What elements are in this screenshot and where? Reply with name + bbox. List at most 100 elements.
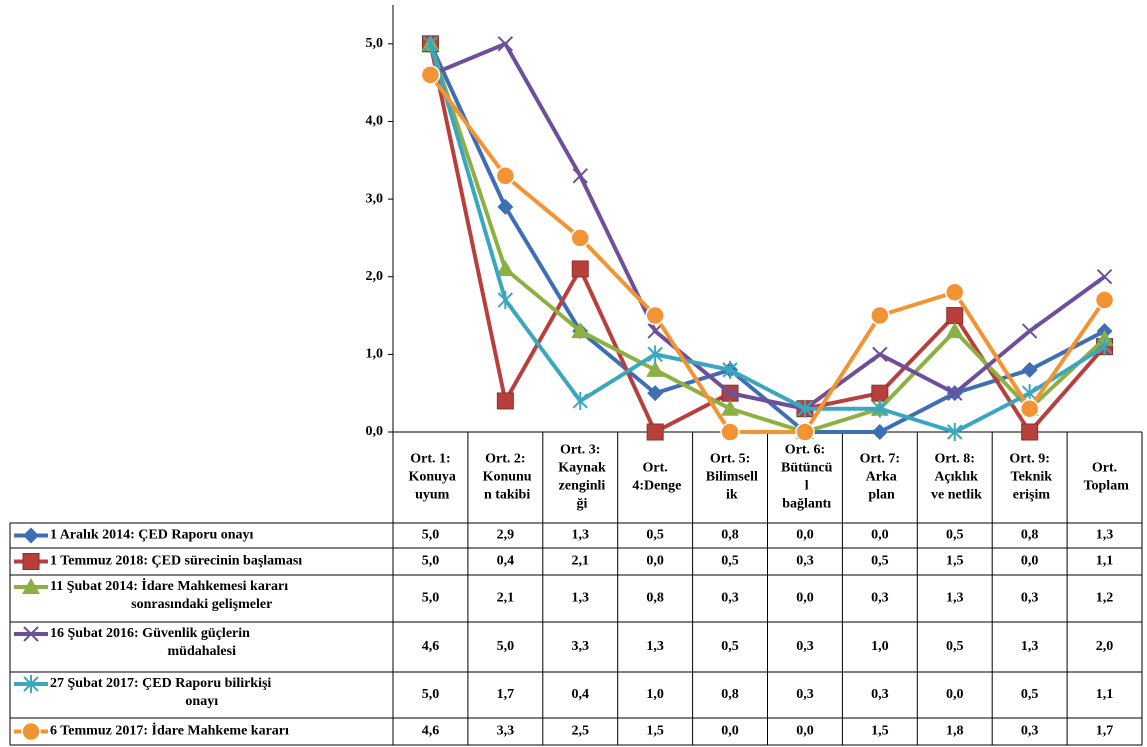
table-value: 0,5 (946, 639, 964, 654)
marker (23, 626, 39, 642)
table-value: 0,3 (796, 687, 814, 702)
legend-label: 16 Şubat 2016: Güvenlik güçlerin müdahal… (50, 626, 250, 659)
marker (570, 228, 590, 248)
table-value: 0,3 (871, 591, 889, 606)
y-tick-label: 0,0 (366, 424, 384, 439)
series-line (429, 41, 1106, 411)
marker (497, 36, 514, 52)
marker (872, 399, 888, 418)
category-label: Ort. 9: Teknik erişim (1007, 452, 1052, 503)
table-value: 0,5 (946, 528, 964, 543)
category-label: Ort. 7: Arka plan (860, 452, 900, 503)
table-value: 0,8 (721, 528, 739, 543)
legend-label: 11 Şubat 2014: İdare Mahkemesi kararı so… (50, 577, 288, 612)
table-value: 1,3 (572, 528, 590, 543)
marker (722, 385, 738, 401)
table-value: 4,6 (422, 724, 440, 739)
series (422, 34, 1113, 441)
category-label: Ort. 2: Konunu n takibi (479, 452, 532, 503)
table-value: 1,3 (572, 591, 590, 606)
table-value: 0,5 (1021, 687, 1039, 702)
y-tick-label: 1,0 (366, 347, 384, 362)
table-value: 0,0 (871, 528, 889, 543)
table-value: 0,0 (646, 554, 664, 569)
legend-label: 27 Şubat 2017: ÇED Raporu bilirkişi onay… (50, 676, 271, 709)
marker (572, 391, 588, 410)
category-label: Ort. 1: Konuya uyum (405, 452, 456, 503)
table-value: 3,3 (497, 724, 515, 739)
table-value: 0,0 (946, 687, 964, 702)
table-value: 0,0 (796, 528, 814, 543)
marker (647, 385, 664, 402)
table-value: 0,5 (721, 639, 739, 654)
table-value: 2,1 (572, 554, 590, 569)
series-line (428, 73, 1107, 434)
table-value: 1,0 (871, 639, 889, 654)
category-label: Ort. 4:Denge (629, 461, 682, 494)
marker (1021, 361, 1038, 378)
table-value: 5,0 (422, 687, 440, 702)
table-value: 1,3 (646, 639, 664, 654)
category-label: Ort. Toplam (1080, 461, 1129, 494)
table-value: 0,3 (1021, 591, 1039, 606)
table-value: 0,0 (721, 724, 739, 739)
series (420, 65, 1115, 442)
legend-label: 6 Temmuz 2017: İdare Mahkeme kararı (50, 722, 289, 739)
table-value: 1,1 (1096, 554, 1114, 569)
marker (795, 422, 815, 442)
series-line (428, 43, 1106, 434)
table-value: 0,0 (796, 724, 814, 739)
table-value: 5,0 (422, 591, 440, 606)
marker (571, 322, 590, 339)
table-value: 1,3 (1096, 528, 1114, 543)
table-value: 1,7 (1096, 724, 1114, 739)
marker (947, 423, 963, 441)
table-value: 0,8 (646, 591, 664, 606)
marker (720, 422, 740, 442)
marker (1096, 337, 1113, 356)
marker (572, 168, 588, 184)
series-line (428, 43, 1107, 434)
y-tick-label: 2,0 (366, 269, 384, 284)
marker (496, 392, 514, 410)
table-value: 0,3 (871, 687, 889, 702)
series-line (428, 43, 1106, 434)
table-value: 5,0 (497, 639, 515, 654)
marker (721, 399, 740, 416)
marker (1096, 269, 1113, 285)
table-value: 1,2 (1096, 591, 1114, 606)
category-label: Ort. 5: Bilimsell ik (702, 452, 758, 503)
table-value: 1,5 (871, 724, 889, 739)
legend-label: 1 Temmuz 2018: ÇED sürecinin başlaması (50, 554, 302, 569)
marker (1094, 290, 1115, 310)
marker (420, 65, 441, 85)
table-value: 0,4 (572, 687, 590, 702)
table-value: 1,3 (1021, 639, 1039, 654)
marker (22, 553, 40, 570)
table-value: 0,3 (1021, 724, 1039, 739)
table-value: 1,5 (946, 554, 964, 569)
marker (1019, 398, 1040, 419)
table-value: 5,0 (422, 528, 440, 543)
table-value: 1,0 (646, 687, 664, 702)
marker (646, 423, 664, 441)
category-label: Ort. 8: Açıklık ve netlik (928, 452, 983, 503)
marker (496, 259, 515, 276)
marker (645, 305, 665, 326)
table-value: 1,7 (497, 687, 515, 702)
marker (871, 424, 888, 440)
table-value: 0,4 (497, 554, 515, 569)
table-value: 0,8 (721, 687, 739, 702)
marker (945, 282, 965, 303)
marker (571, 260, 589, 278)
table-value: 3,3 (572, 639, 590, 654)
series (422, 36, 1113, 417)
table-value: 5,0 (422, 554, 440, 569)
series-line (428, 42, 1106, 434)
marker (23, 527, 39, 544)
marker (947, 385, 963, 401)
table-value: 1,1 (1096, 687, 1114, 702)
marker (946, 307, 964, 325)
y-tick-label: 3,0 (366, 191, 384, 206)
